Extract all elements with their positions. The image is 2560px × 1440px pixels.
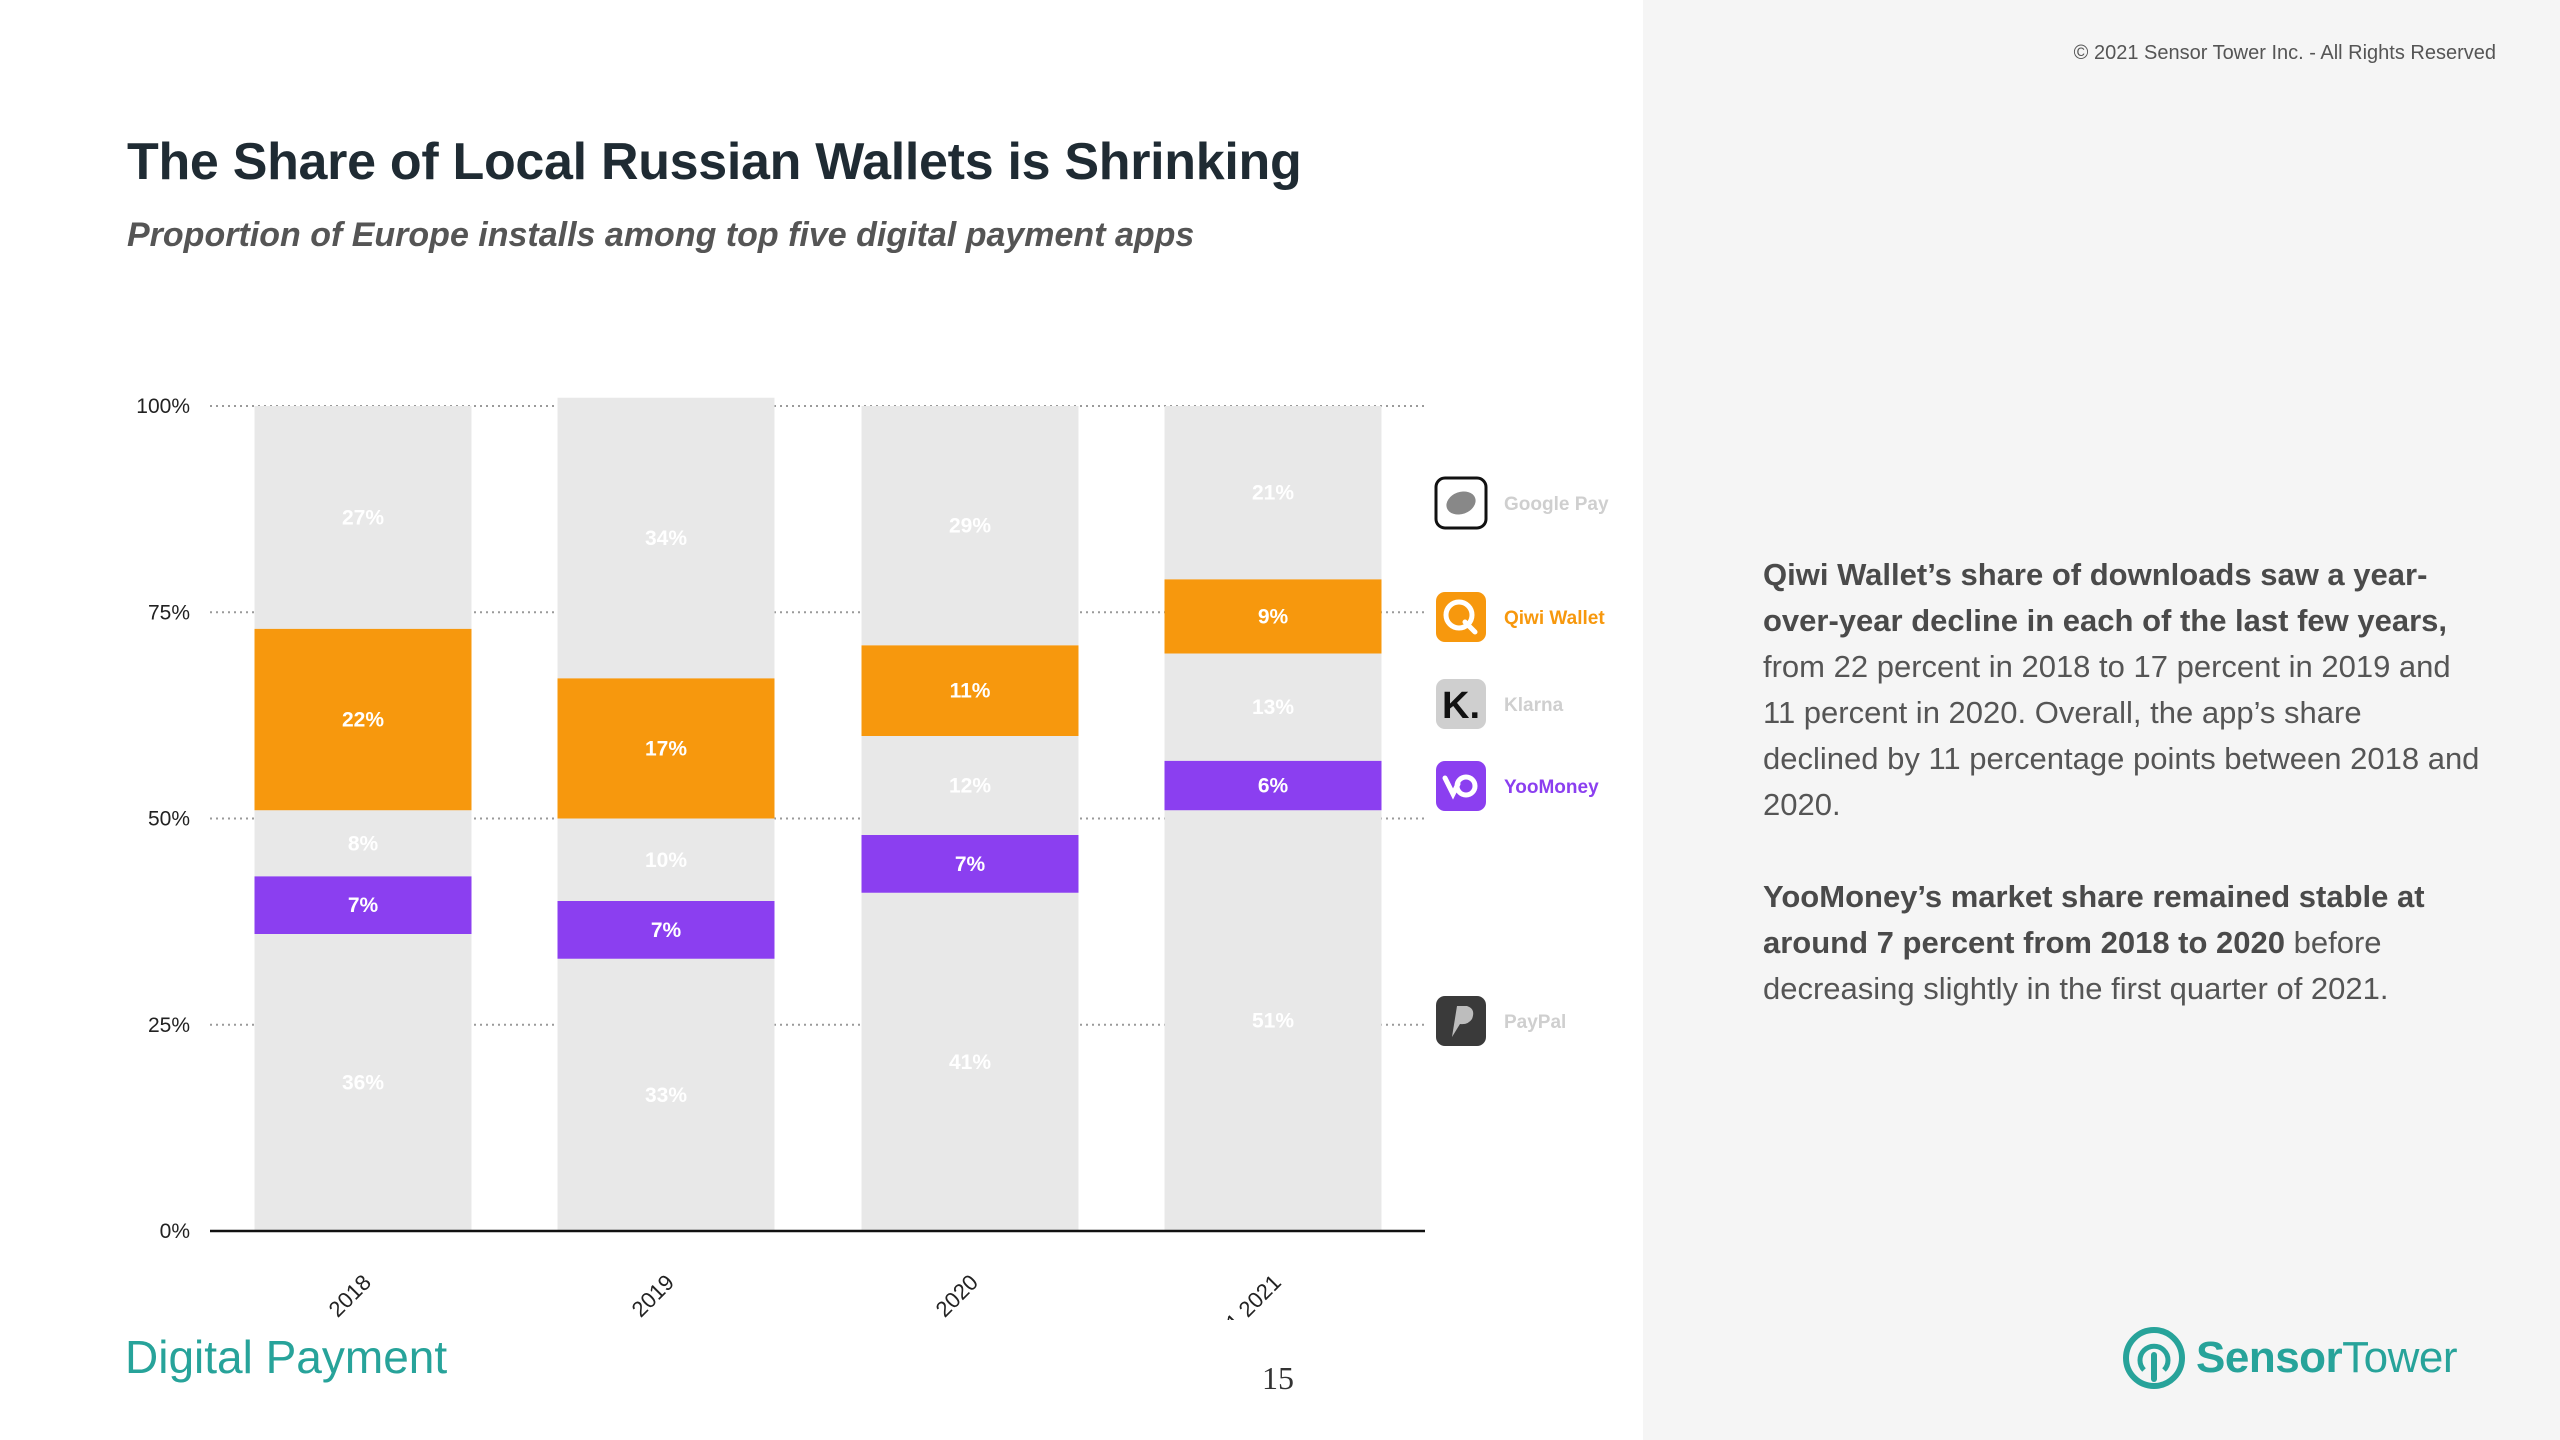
legend-label-klarna: Klarna — [1504, 695, 1564, 716]
x-tick-label: Q1 2021 — [1209, 1270, 1286, 1320]
bar-segment-qiwi-wallet — [1164, 579, 1382, 654]
bar-segment-paypal — [1164, 810, 1382, 1231]
bar-segment-yoomoney — [254, 876, 472, 934]
bar-segment-qiwi-wallet — [254, 628, 472, 811]
y-tick-label: 0% — [160, 1220, 190, 1243]
sensor-tower-logo-icon — [2123, 1327, 2185, 1389]
legend-label-yoomoney: YooMoney — [1504, 777, 1599, 798]
data-label: 36% — [342, 1072, 384, 1095]
commentary-text: Qiwi Wallet’s share of downloads saw a y… — [1763, 552, 2483, 1058]
legend: Google Pay Qiwi Wallet K. Klarna YooMoney Pay… — [1434, 476, 1609, 1046]
page-subtitle: Proportion of Europe installs among top … — [127, 216, 1195, 254]
data-label: 33% — [645, 1084, 687, 1107]
logo-text-sensor: Sensor — [2196, 1333, 2343, 1382]
y-tick-label: 25% — [148, 1014, 190, 1037]
legend-label-paypal: PayPal — [1504, 1012, 1566, 1033]
data-label: 7% — [955, 853, 986, 876]
copyright-text: © 2021 Sensor Tower Inc. - All Rights Re… — [2073, 42, 2496, 64]
y-tick-label: 75% — [148, 601, 190, 624]
bar-segment-klarna — [1164, 653, 1382, 761]
data-label: 34% — [645, 527, 687, 550]
data-label: 41% — [949, 1051, 991, 1074]
bar-segment-paypal — [254, 934, 472, 1231]
data-label: 22% — [342, 709, 384, 732]
commentary-qiwi-bold: Qiwi Wallet’s share of downloads saw a y… — [1763, 557, 2448, 638]
qiwi-wallet-icon — [1436, 592, 1486, 642]
page-title: The Share of Local Russian Wallets is Sh… — [127, 133, 1302, 191]
data-label: 29% — [949, 515, 991, 538]
x-tick-label: 2019 — [627, 1270, 679, 1320]
bar-segment-qiwi-wallet — [557, 678, 775, 819]
legend-item-paypal: PayPal — [1436, 996, 1566, 1046]
klarna-icon-letter: K. — [1442, 685, 1480, 727]
bar-segment-yoomoney — [1164, 760, 1382, 811]
x-tick-label: 2020 — [931, 1270, 983, 1320]
data-label: 7% — [651, 919, 682, 942]
bar-segment-yoomoney — [861, 835, 1079, 893]
logo-text-tower: Tower — [2342, 1333, 2458, 1382]
sensor-tower-logo: SensorTower — [2122, 1326, 2458, 1390]
legend-item-klarna: K. Klarna — [1436, 679, 1564, 729]
data-label: 21% — [1252, 482, 1294, 505]
bars: 36% 7% 8% 22% 27% 33% 7% 10% 17% 34% 41% 7% 12% 11% 29… — [254, 397, 1382, 1231]
commentary-yoomoney-bold: YooMoney’s market share remained stable … — [1763, 879, 2425, 960]
sensor-tower-logo-text: SensorTower — [2196, 1333, 2458, 1383]
legend-item-qiwi-wallet: Qiwi Wallet — [1436, 592, 1605, 642]
commentary-paragraph-qiwi: Qiwi Wallet’s share of downloads saw a y… — [1763, 552, 2483, 828]
bar-segment-google-pay — [254, 406, 472, 629]
x-tick-label: 2018 — [324, 1270, 376, 1320]
legend-item-google-pay: Google Pay — [1434, 476, 1609, 530]
data-label: 9% — [1258, 605, 1289, 628]
data-label: 8% — [348, 832, 379, 855]
bar-segment-google-pay — [1164, 406, 1382, 580]
qiwi-wallet-icon-mark — [1443, 599, 1475, 631]
bar-segment-paypal — [557, 958, 775, 1231]
bar-segment-klarna — [557, 818, 775, 901]
data-label: 10% — [645, 849, 687, 872]
grid-lines — [210, 405, 1425, 1026]
bar-segment-google-pay — [557, 397, 775, 679]
section-name: Digital Payment — [125, 1331, 448, 1383]
legend-label-qiwi-wallet: Qiwi Wallet — [1504, 608, 1605, 629]
data-label: 7% — [348, 894, 379, 917]
commentary-panel — [1643, 0, 2560, 1440]
y-tick-label: 100% — [136, 395, 190, 418]
klarna-icon — [1436, 679, 1486, 729]
paypal-icon-mark — [1452, 1006, 1474, 1037]
y-tick-label: 50% — [148, 808, 190, 831]
google-pay-icon-mark — [1446, 491, 1476, 515]
legend-label-google-pay: Google Pay — [1504, 494, 1609, 515]
data-label: 13% — [1252, 696, 1294, 719]
bar-segment-google-pay — [861, 406, 1079, 646]
bar-segment-qiwi-wallet — [861, 645, 1079, 736]
data-label: 12% — [949, 775, 991, 798]
data-label: 11% — [950, 680, 991, 703]
page-number: 15 — [1262, 1360, 1294, 1396]
legend-item-yoomoney: YooMoney — [1436, 761, 1599, 811]
yoomoney-icon — [1436, 761, 1486, 811]
stacked-bar-chart: 36% 7% 8% 22% 27% 33% 7% 10% 17% 34% 41% 7% 12% 11% 29… — [136, 395, 1609, 1320]
commentary-qiwi-rest: from 22 percent in 2018 to 17 percent in… — [1763, 649, 2480, 822]
yoomoney-icon-stroke — [1442, 775, 1461, 800]
data-label: 6% — [1258, 775, 1289, 798]
commentary-paragraph-yoomoney: YooMoney’s market share remained stable … — [1763, 874, 2483, 1012]
data-label: 27% — [342, 506, 384, 529]
bar-segment-yoomoney — [557, 901, 775, 959]
qiwi-wallet-icon-tail — [1462, 619, 1478, 635]
commentary-yoomoney-rest: before decreasing slightly in the first … — [1763, 925, 2389, 1006]
data-label: 51% — [1252, 1010, 1294, 1033]
data-label: 17% — [645, 737, 687, 760]
bar-segment-klarna — [861, 736, 1079, 835]
bar-segment-klarna — [254, 810, 472, 877]
bar-segment-paypal — [861, 892, 1079, 1231]
